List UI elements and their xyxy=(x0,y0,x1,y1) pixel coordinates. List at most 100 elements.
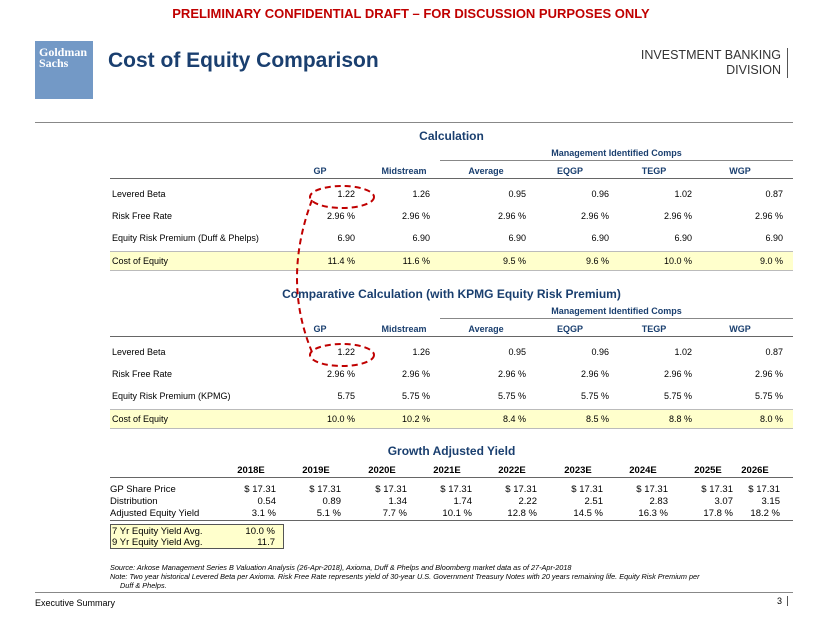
table-cell: 0.87 xyxy=(765,347,783,357)
table-cell: 2.96 % xyxy=(754,369,783,379)
table-cell: 11.4 % xyxy=(327,256,355,266)
table-cell: 18.2 % xyxy=(750,508,780,519)
table-cell: $ 17.31 xyxy=(748,484,780,495)
table-cell: 1.34 xyxy=(388,496,408,507)
table-cell: 6.90 xyxy=(674,233,692,243)
table-cell: 7.7 % xyxy=(382,508,407,519)
confidential-banner: PRELIMINARY CONFIDENTIAL DRAFT – FOR DIS… xyxy=(172,6,650,21)
table-cell: 9.0 % xyxy=(759,256,783,266)
table-cell: 6.90 xyxy=(508,233,526,243)
page-number: 3 xyxy=(777,596,788,606)
column-header-midstream: Midstream xyxy=(381,166,427,176)
table-cell: 2.96 % xyxy=(326,211,355,221)
row-label: GP Share Price xyxy=(110,484,176,495)
table-cell: 6.90 xyxy=(765,233,783,243)
table-cell: 6.90 xyxy=(337,233,355,243)
column-header-wgp: WGP xyxy=(729,166,751,176)
cost-of-equity-band xyxy=(110,409,793,429)
table-cell: 11.6 % xyxy=(402,256,430,266)
table-cell: 3.15 xyxy=(761,496,781,507)
table-cell: 1.74 xyxy=(453,496,473,507)
row-label: Risk Free Rate xyxy=(112,369,173,379)
column-header-wgp: WGP xyxy=(729,324,751,334)
table-cell: 10.1 % xyxy=(442,508,472,519)
header-rule xyxy=(110,178,793,179)
table-cell: 2.96 % xyxy=(497,369,526,379)
table-cell: 1.22 xyxy=(337,347,355,357)
year-header: 2019E xyxy=(302,465,330,476)
footer-section: Executive Summary xyxy=(35,598,116,608)
table-cell: 9.6 % xyxy=(585,256,609,266)
table-cell: 0.89 xyxy=(322,496,342,507)
table-cell: 5.75 % xyxy=(497,391,526,401)
column-header-gp: GP xyxy=(313,324,327,334)
table-cell: 1.26 xyxy=(412,189,430,199)
table-cell: 10.0 % xyxy=(663,256,692,266)
table-cell: 5.75 % xyxy=(754,391,783,401)
table-cell: 2.22 xyxy=(518,496,538,507)
table-cell: $ 17.31 xyxy=(309,484,341,495)
table-cell: 6.90 xyxy=(412,233,430,243)
year-header: 2018E xyxy=(237,465,265,476)
avg-yield-label: 7 Yr Equity Yield Avg. xyxy=(112,526,203,537)
table-cell: 8.5 % xyxy=(585,414,609,424)
row-label: Equity Risk Premium (KPMG) xyxy=(112,391,231,401)
table-cell: 17.8 % xyxy=(703,508,733,519)
table-cell: 2.96 % xyxy=(580,211,609,221)
table-cell: 12.8 % xyxy=(507,508,537,519)
row-label: Risk Free Rate xyxy=(112,211,173,221)
table-cell: 2.96 % xyxy=(401,369,430,379)
table-cell: 1.26 xyxy=(412,347,430,357)
year-header: 2021E xyxy=(433,465,461,476)
table-cell: $ 17.31 xyxy=(375,484,407,495)
table-cell: 0.54 xyxy=(257,496,277,507)
row-label: Cost of Equity xyxy=(112,414,169,424)
table-cell: 5.75 xyxy=(337,391,355,401)
table-cell: 2.96 % xyxy=(580,369,609,379)
table-cell: 2.96 % xyxy=(663,211,692,221)
table-cell: $ 17.31 xyxy=(636,484,668,495)
row-label: Levered Beta xyxy=(112,189,166,199)
avg-yield-label: 9 Yr Equity Yield Avg. xyxy=(112,537,203,548)
header-rule xyxy=(110,477,793,478)
table-cell: 14.5 % xyxy=(573,508,603,519)
column-header-tegp: TEGP xyxy=(641,324,667,334)
table-cell: 6.90 xyxy=(591,233,609,243)
year-header: 2020E xyxy=(368,465,396,476)
table-cell: 10.2 % xyxy=(401,414,430,424)
year-header: 2026E xyxy=(741,465,769,476)
page-title: Cost of Equity Comparison xyxy=(108,49,379,72)
table-cell: 5.1 % xyxy=(316,508,341,519)
section-title: Growth Adjusted Yield xyxy=(387,444,516,458)
connector-arrow xyxy=(296,199,313,353)
table-cell: 2.96 % xyxy=(401,211,430,221)
table-cell: 0.87 xyxy=(765,189,783,199)
year-header: 2025E xyxy=(694,465,722,476)
row-label: Cost of Equity xyxy=(112,256,169,266)
table-cell: 2.83 xyxy=(649,496,669,507)
table-cell: $ 17.31 xyxy=(571,484,603,495)
table-cell: 5.75 % xyxy=(401,391,430,401)
table-cell: 2.96 % xyxy=(754,211,783,221)
table-cell: 9.5 % xyxy=(502,256,526,266)
column-header-midstream: Midstream xyxy=(381,324,427,334)
beta-circle-top xyxy=(309,185,375,209)
table-cell: 5.75 % xyxy=(663,391,692,401)
column-header-average: Average xyxy=(468,166,504,176)
table-cell: 10.0 % xyxy=(326,414,355,424)
table-cell: 8.8 % xyxy=(668,414,692,424)
footer-divider xyxy=(35,592,793,593)
goldman-sachs-logo: Goldman Sachs xyxy=(35,41,93,99)
header-rule xyxy=(110,336,793,337)
column-header-gp: GP xyxy=(313,166,327,176)
table-cell: 1.02 xyxy=(674,347,692,357)
table-cell: 0.96 xyxy=(591,347,609,357)
table-cell: 0.95 xyxy=(508,189,526,199)
beta-circle-bottom xyxy=(309,343,375,367)
table-bottom-rule xyxy=(110,520,793,521)
mgmt-underline xyxy=(440,318,793,319)
column-header-tegp: TEGP xyxy=(641,166,667,176)
table-cell: $ 17.31 xyxy=(244,484,276,495)
source-note: Source: Arkose Management Series B Valua… xyxy=(110,563,700,590)
